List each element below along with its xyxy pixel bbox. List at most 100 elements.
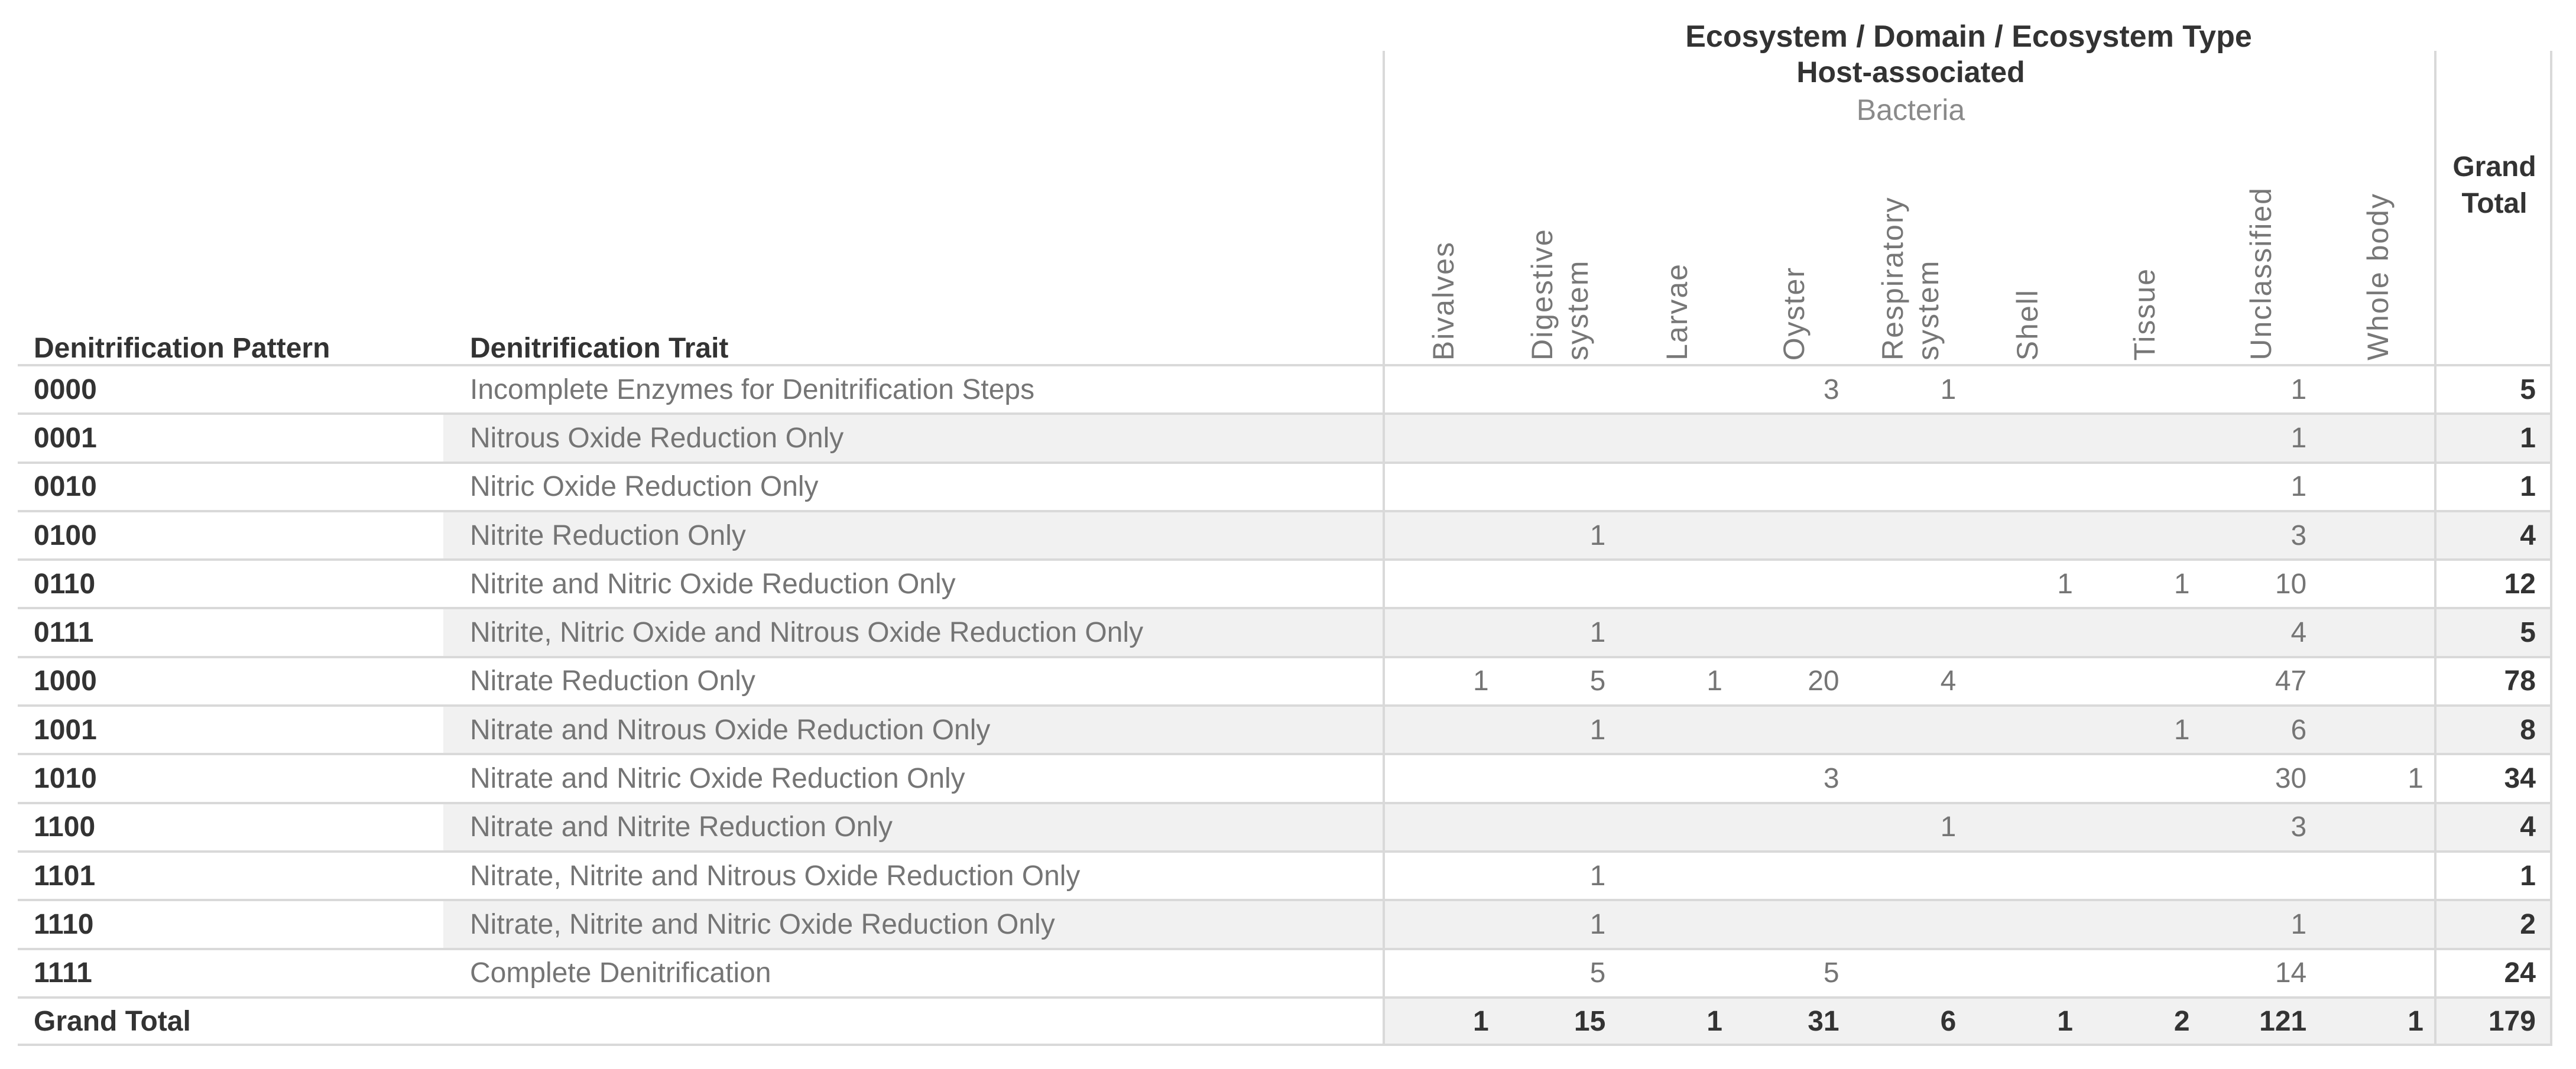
value-cell[interactable]: [2085, 804, 2203, 850]
value-cell[interactable]: [1969, 901, 2086, 948]
value-cell[interactable]: 1: [1618, 998, 1735, 1044]
value-cell[interactable]: 1: [2408, 763, 2423, 795]
value-cell[interactable]: [2319, 707, 2437, 753]
pattern-cell[interactable]: 0010: [34, 471, 97, 503]
value-cell[interactable]: [1852, 609, 1970, 656]
value-cell[interactable]: 47: [2275, 665, 2307, 697]
value-cell[interactable]: [1618, 901, 1735, 948]
value-cell[interactable]: 1: [2202, 901, 2320, 948]
value-cell[interactable]: [1969, 853, 2086, 899]
value-cell[interactable]: [2319, 415, 2437, 462]
value-cell[interactable]: [2086, 658, 2203, 704]
value-cell[interactable]: 1: [2291, 471, 2307, 503]
value-cell[interactable]: [2085, 609, 2203, 656]
column-header-digestive-system[interactable]: Digestive system: [1526, 228, 1595, 360]
value-cell[interactable]: [1618, 415, 1735, 462]
trait-cell[interactable]: Nitrous Oxide Reduction Only: [443, 415, 1385, 462]
value-cell[interactable]: 4: [1940, 665, 1957, 697]
value-cell[interactable]: 5: [1589, 665, 1606, 697]
value-cell[interactable]: 31: [1735, 998, 1852, 1044]
value-cell[interactable]: [1618, 366, 1735, 412]
value-cell[interactable]: 1: [1501, 609, 1619, 656]
value-cell[interactable]: [1618, 464, 1735, 510]
value-cell[interactable]: 1: [2319, 998, 2437, 1044]
value-cell[interactable]: 2: [2085, 998, 2203, 1044]
row-total-cell[interactable]: 8: [2436, 707, 2552, 753]
value-cell[interactable]: 3: [1823, 763, 1839, 795]
value-cell[interactable]: [2086, 464, 2203, 510]
value-cell[interactable]: [1735, 561, 1852, 607]
value-cell[interactable]: [2086, 366, 2203, 412]
column-header-unclassified[interactable]: Unclassified: [2244, 187, 2278, 360]
value-cell[interactable]: [1618, 755, 1735, 801]
value-cell[interactable]: [1969, 804, 2086, 850]
row-total-cell[interactable]: 1: [2520, 860, 2536, 892]
value-cell[interactable]: 1: [1385, 998, 1502, 1044]
value-cell[interactable]: 14: [2275, 957, 2307, 989]
column-header-tissue[interactable]: Tissue: [2127, 267, 2161, 360]
trait-cell[interactable]: Incomplete Enzymes for Denitrification S…: [470, 373, 1035, 405]
value-cell[interactable]: [1969, 707, 2086, 753]
column-header-oyster[interactable]: Oyster: [1777, 266, 1811, 360]
pattern-cell[interactable]: 1001: [34, 714, 97, 746]
value-cell[interactable]: 1: [1501, 512, 1619, 559]
value-cell[interactable]: [1385, 804, 1502, 850]
value-cell[interactable]: 1: [2085, 707, 2203, 753]
row-total-cell[interactable]: 12: [2504, 568, 2536, 600]
value-cell[interactable]: [1502, 755, 1619, 801]
pattern-cell[interactable]: 0110: [34, 568, 96, 600]
value-cell[interactable]: 1: [1706, 665, 1722, 697]
value-cell[interactable]: [2319, 901, 2437, 948]
trait-column-header[interactable]: Denitrification Trait: [470, 333, 729, 364]
trait-cell[interactable]: Nitrite and Nitric Oxide Reduction Only: [470, 568, 956, 600]
domain-label[interactable]: Bacteria: [1856, 93, 1965, 126]
value-cell[interactable]: [1852, 901, 1970, 948]
value-cell[interactable]: [1735, 804, 1852, 850]
value-cell[interactable]: [1735, 901, 1852, 948]
pattern-column-header[interactable]: Denitrification Pattern: [34, 333, 330, 364]
value-cell[interactable]: [2086, 853, 2203, 899]
row-total-cell[interactable]: 5: [2520, 373, 2536, 405]
value-cell[interactable]: [1852, 415, 1970, 462]
value-cell[interactable]: 4: [2202, 609, 2320, 656]
trait-cell[interactable]: Nitrate, Nitrite and Nitric Oxide Reduct…: [443, 901, 1385, 948]
trait-cell[interactable]: Nitric Oxide Reduction Only: [470, 471, 819, 503]
value-cell[interactable]: 6: [1852, 998, 1970, 1044]
value-cell[interactable]: 1: [1501, 901, 1619, 948]
row-total-cell[interactable]: 5: [2436, 609, 2552, 656]
value-cell[interactable]: 1: [1969, 998, 2086, 1044]
value-cell[interactable]: [1618, 609, 1735, 656]
row-total-cell[interactable]: 24: [2504, 957, 2536, 989]
row-total-cell[interactable]: 4: [2436, 804, 2552, 850]
value-cell[interactable]: [2085, 415, 2203, 462]
value-cell[interactable]: [2319, 658, 2437, 704]
row-total-cell[interactable]: 1: [2520, 471, 2536, 503]
value-cell[interactable]: [2319, 950, 2437, 996]
trait-cell[interactable]: Nitrate and Nitric Oxide Reduction Only: [470, 763, 965, 795]
value-cell[interactable]: [1618, 707, 1735, 753]
pattern-cell[interactable]: 0111: [34, 617, 94, 649]
value-cell[interactable]: [1502, 366, 1619, 412]
value-cell[interactable]: [1852, 853, 1970, 899]
grand-total-sum-cell[interactable]: 179: [2436, 998, 2552, 1044]
value-cell[interactable]: [2319, 464, 2437, 510]
column-header-whole-body[interactable]: Whole body: [2361, 192, 2395, 360]
value-cell[interactable]: [1969, 415, 2086, 462]
trait-cell[interactable]: [443, 999, 1385, 1044]
value-cell[interactable]: [1969, 609, 2086, 656]
value-cell[interactable]: [1385, 415, 1502, 462]
value-cell[interactable]: [1852, 561, 1970, 607]
value-cell[interactable]: [1735, 464, 1852, 510]
column-header-larvae[interactable]: Larvae: [1660, 263, 1694, 360]
value-cell[interactable]: [1618, 950, 1735, 996]
grand-total-column-header[interactable]: Grand Total: [2452, 151, 2536, 219]
grand-total-row-label[interactable]: Grand Total: [34, 1005, 191, 1037]
value-cell[interactable]: [1502, 561, 1619, 607]
value-cell[interactable]: 6: [2202, 707, 2320, 753]
value-cell[interactable]: 3: [2202, 512, 2320, 559]
value-cell[interactable]: [1852, 707, 1970, 753]
trait-cell[interactable]: Nitrate, Nitrite and Nitrous Oxide Reduc…: [470, 860, 1081, 892]
trait-cell[interactable]: Nitrite Reduction Only: [443, 512, 1385, 559]
value-cell[interactable]: [1618, 512, 1735, 559]
value-cell[interactable]: 20: [1808, 665, 1839, 697]
